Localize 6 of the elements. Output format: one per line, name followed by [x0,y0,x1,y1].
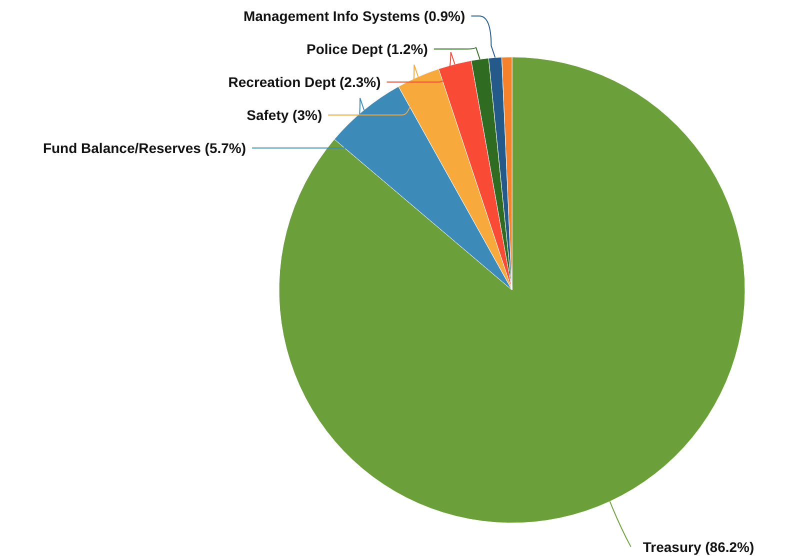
slice-label: Treasury (86.2%) [642,538,754,555]
slice-label: Police Dept (1.2%) [306,41,428,57]
slice-label: Management Info Systems (0.9%) [243,8,466,24]
slice-label: Safety (3%) [246,107,322,123]
slice-label: Recreation Dept (2.3%) [228,74,381,90]
slice-label: Fund Balance/Reserves (5.7%) [42,140,246,156]
